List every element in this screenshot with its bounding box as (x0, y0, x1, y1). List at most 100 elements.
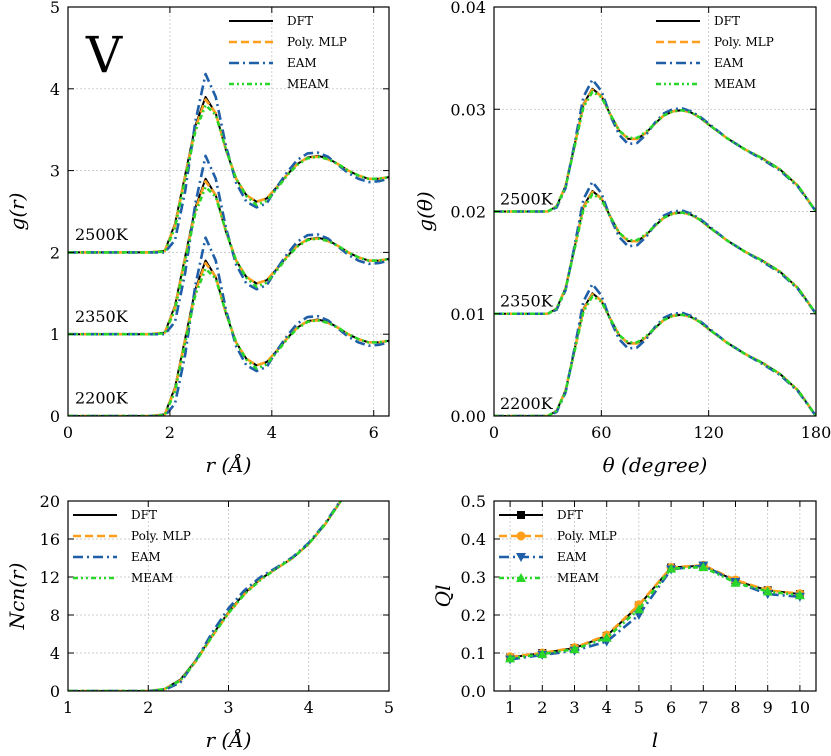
x-tick-label: 5 (634, 698, 644, 717)
y-tick-label: 0.00 (450, 407, 486, 426)
data-point-meam (569, 644, 580, 654)
x-tick-label: 2 (537, 698, 547, 717)
x-tick-label: 10 (790, 698, 810, 717)
data-point-meam (505, 653, 516, 663)
y-tick-label: 0.02 (450, 203, 486, 222)
data-point-meam (698, 562, 709, 572)
x-tick-label: 1 (63, 698, 73, 717)
y-axis-label: Ncn(r) (5, 563, 29, 631)
temperature-annotation: 2200K (75, 389, 129, 408)
temperature-annotation: 2200K (500, 394, 554, 413)
y-tick-label: 5 (50, 0, 60, 17)
y-tick-label: 0.4 (461, 530, 486, 549)
legend-marker (516, 531, 526, 541)
legend-label: MEAM (287, 77, 329, 91)
legend-label: Poly. MLP (557, 529, 617, 543)
x-tick-label: 0 (63, 423, 73, 442)
series-line-eam-1 (494, 180, 816, 316)
panel-adf: 0 60 120 180 0.00 0.01 0.02 0.03 0.04 θ (degree) g… (413, 0, 831, 477)
series-line-eam-0 (68, 72, 389, 254)
temperature-annotation: 2350K (75, 307, 129, 326)
temperature-annotation: 2500K (500, 189, 554, 208)
series-line-poly-mlp-0 (509, 563, 801, 659)
y-tick-label: 0.5 (461, 492, 486, 511)
legend-label: DFT (557, 508, 583, 522)
data-point-meam (666, 563, 677, 573)
y-axis-label: Ql (431, 585, 455, 608)
data-point-meam (537, 649, 548, 659)
panel-ql: 1 2 3 4 5 6 7 8 9 10 0.0 0.1 0.2 0.3 0.4 0.5 l Ql DFT Poly.… (431, 492, 817, 752)
x-tick-label: 4 (267, 423, 277, 442)
panel-rdf: 0 2 4 6 0 1 2 3 4 5 r (Å) g(r) 2500K 2350K 2200K DFT Pol… (5, 0, 390, 477)
y-tick-label: 4 (50, 644, 60, 663)
x-tick-label: 60 (591, 423, 611, 442)
y-tick-label: 12 (40, 568, 60, 587)
x-axis-label: r (Å) (206, 452, 252, 477)
y-tick-label: 0.2 (461, 606, 486, 625)
plot-area (68, 72, 389, 416)
data-point-meam (730, 577, 741, 587)
axes-frame (67, 6, 390, 417)
y-tick-label: 3 (50, 162, 60, 181)
y-tick-label: 0.0 (461, 682, 486, 701)
y-tick-label: 0.03 (450, 100, 486, 119)
y-tick-label: 0 (50, 682, 60, 701)
x-tick-label: 3 (223, 698, 233, 717)
series-line-eam-0 (509, 564, 801, 661)
y-axis-label: g(θ) (413, 191, 437, 231)
plot-area (494, 78, 816, 416)
figure-label: V (85, 26, 123, 84)
data-point-meam (633, 604, 644, 614)
y-tick-label: 0.1 (461, 644, 486, 663)
y-tick-label: 0 (50, 407, 60, 426)
x-axis-label: l (652, 728, 658, 752)
plot-area (68, 501, 342, 691)
legend-label: DFT (131, 508, 157, 522)
x-tick-label: 120 (693, 423, 724, 442)
x-tick-label: 3 (569, 698, 579, 717)
data-point-meam (794, 590, 805, 600)
y-tick-label: 2 (50, 243, 60, 262)
legend-label: DFT (714, 14, 740, 28)
x-tick-label: 9 (763, 698, 773, 717)
legend-marker (516, 573, 526, 582)
x-tick-label: 4 (602, 698, 612, 717)
series-line-meam-0 (68, 501, 342, 691)
legend-label: EAM (714, 56, 744, 70)
legend-label: EAM (557, 550, 587, 564)
x-tick-label: 0 (489, 423, 499, 442)
data-point-meam (762, 586, 773, 596)
series-line-dft-0 (509, 564, 801, 659)
series-line-poly-mlp-0 (68, 501, 342, 691)
series-line-eam-1 (68, 154, 389, 336)
temperature-annotation: 2500K (75, 225, 129, 244)
x-axis-label: r (Å) (206, 727, 252, 752)
x-tick-label: 7 (698, 698, 708, 717)
temperature-annotation: 2350K (500, 292, 554, 311)
x-tick-label: 4 (304, 698, 314, 717)
legend-label: DFT (287, 14, 313, 28)
x-tick-label: 6 (369, 423, 379, 442)
series-line-eam-0 (68, 501, 342, 691)
legend-label: Poly. MLP (714, 35, 774, 49)
x-tick-label: 2 (165, 423, 175, 442)
y-tick-label: 0.01 (450, 305, 486, 324)
series-line-eam-0 (494, 78, 816, 213)
y-tick-label: 16 (40, 530, 60, 549)
y-tick-label: 8 (50, 606, 60, 625)
legend-label: MEAM (714, 77, 756, 91)
y-tick-label: 0.3 (461, 568, 486, 587)
series-line-meam-0 (494, 90, 816, 213)
x-tick-label: 180 (801, 423, 831, 442)
data-point-meam (601, 632, 612, 642)
y-tick-label: 4 (50, 80, 60, 99)
legend-label: EAM (131, 550, 161, 564)
legend-label: EAM (287, 56, 317, 70)
series-line-dft-0 (68, 501, 342, 691)
plot-area (505, 560, 805, 665)
y-tick-label: 1 (50, 325, 60, 344)
series-line-eam-2 (494, 282, 816, 416)
y-tick-label: 20 (40, 492, 60, 511)
series-line-meam-1 (494, 192, 816, 316)
